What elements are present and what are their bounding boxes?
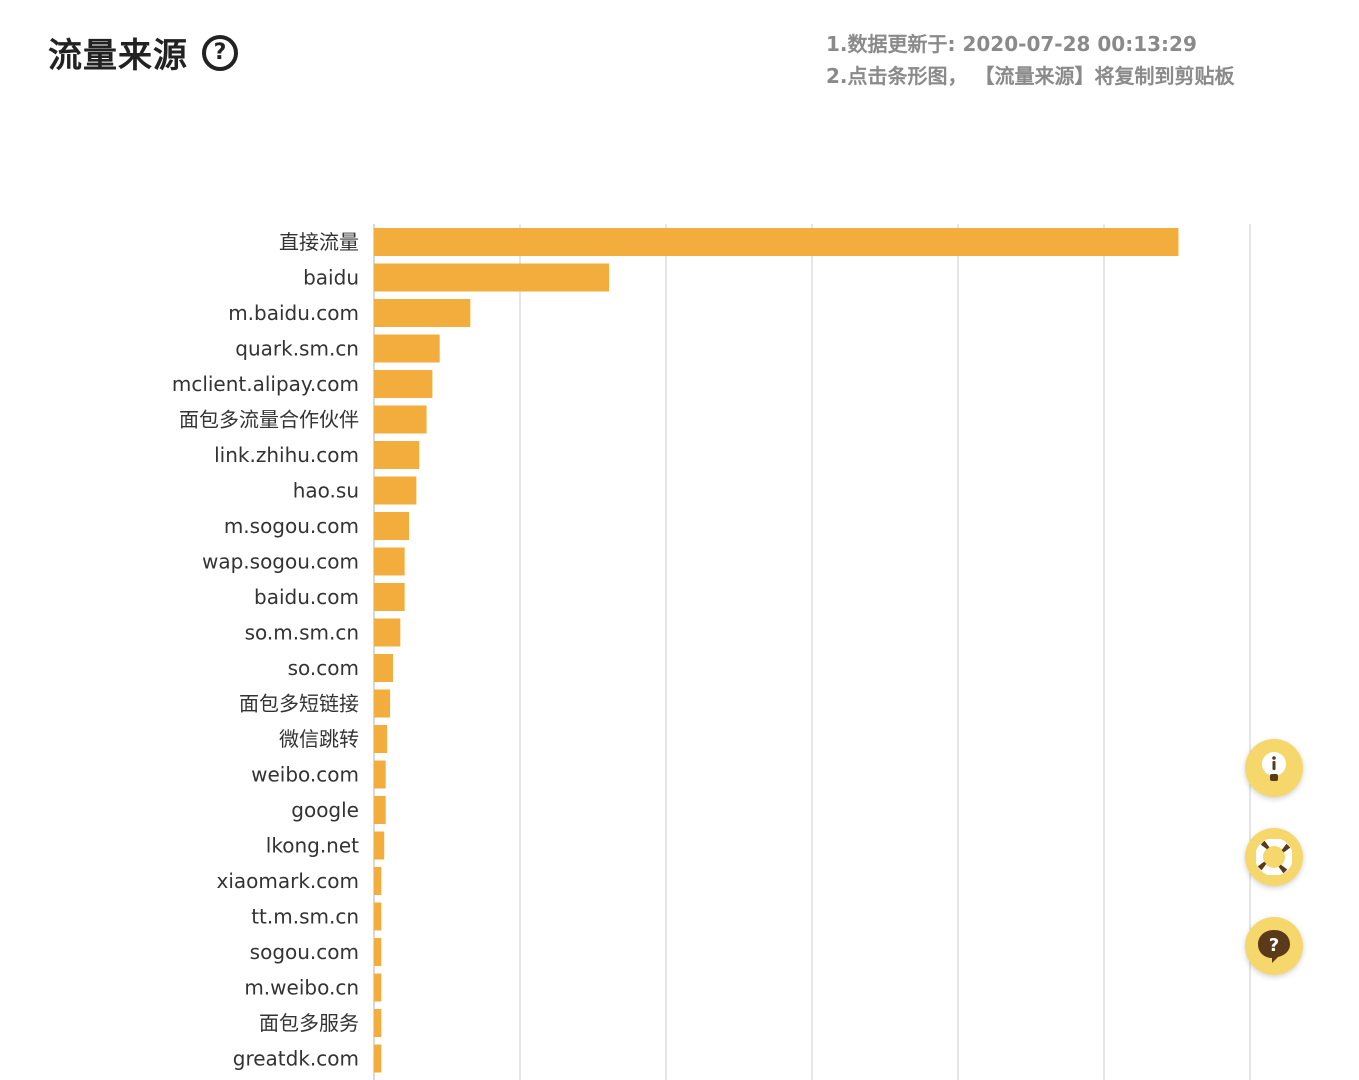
bar[interactable] bbox=[374, 796, 386, 824]
svg-text:?: ? bbox=[1269, 935, 1279, 956]
category-label: 面包多短链接 bbox=[239, 692, 359, 716]
category-label: greatdk.com bbox=[233, 1047, 359, 1071]
bar[interactable] bbox=[374, 902, 382, 931]
category-label: mclient.alipay.com bbox=[172, 372, 359, 396]
bar[interactable] bbox=[374, 973, 382, 1002]
bar[interactable] bbox=[374, 831, 385, 860]
bar[interactable] bbox=[374, 867, 382, 895]
category-label: quark.sm.cn bbox=[235, 337, 359, 361]
label-layer: 直接流量 baidu m.baidu.com quark.sm.cn mclient.a… bbox=[172, 230, 359, 1071]
lifebuoy-icon bbox=[1256, 839, 1292, 875]
bar[interactable] bbox=[374, 725, 388, 753]
lightbulb-icon bbox=[1262, 752, 1286, 781]
category-label: link.zhihu.com bbox=[214, 443, 359, 467]
bar[interactable] bbox=[374, 654, 393, 682]
bar[interactable] bbox=[374, 547, 405, 576]
category-label: xiaomark.com bbox=[217, 869, 360, 893]
help-chat-button[interactable]: ? bbox=[1245, 917, 1303, 975]
category-label: m.weibo.cn bbox=[244, 976, 359, 1000]
bar[interactable] bbox=[374, 263, 610, 292]
category-label: m.baidu.com bbox=[228, 301, 359, 325]
bar[interactable] bbox=[374, 1044, 382, 1073]
bar[interactable] bbox=[374, 1009, 382, 1037]
help-chat-icon: ? bbox=[1258, 930, 1290, 963]
bar[interactable] bbox=[374, 370, 433, 398]
update-notes: 1.数据更新于: 2020-07-28 00:13:29 2.点击条形图， 【流… bbox=[826, 28, 1234, 92]
bar[interactable] bbox=[374, 689, 391, 718]
bar[interactable] bbox=[374, 405, 427, 434]
tips-button[interactable] bbox=[1245, 739, 1303, 797]
bar[interactable] bbox=[374, 618, 401, 647]
bar[interactable] bbox=[374, 441, 420, 469]
category-label: sogou.com bbox=[250, 940, 359, 964]
bar[interactable] bbox=[374, 334, 440, 363]
category-label: m.sogou.com bbox=[224, 514, 359, 538]
category-label: 面包多服务 bbox=[259, 1011, 359, 1035]
page-title: 流量来源 ? bbox=[48, 28, 238, 77]
bar[interactable] bbox=[374, 938, 382, 966]
category-label: google bbox=[291, 798, 359, 822]
category-label: 微信跳转 bbox=[279, 727, 359, 751]
help-icon[interactable]: ? bbox=[202, 34, 238, 71]
support-button[interactable] bbox=[1245, 828, 1303, 886]
update-time-note: 1.数据更新于: 2020-07-28 00:13:29 bbox=[826, 32, 1197, 56]
bar[interactable] bbox=[374, 760, 386, 789]
category-label: so.m.sm.cn bbox=[245, 621, 359, 645]
bar[interactable] bbox=[374, 476, 417, 505]
category-label: weibo.com bbox=[251, 763, 359, 787]
bar[interactable] bbox=[374, 228, 1179, 256]
category-label: baidu.com bbox=[254, 585, 359, 609]
copy-hint-note: 2.点击条形图， 【流量来源】将复制到剪贴板 bbox=[826, 64, 1235, 88]
category-label: 面包多流量合作伙伴 bbox=[179, 408, 359, 432]
category-label: lkong.net bbox=[266, 834, 359, 858]
title-text: 流量来源 bbox=[48, 36, 188, 76]
bar[interactable] bbox=[374, 299, 471, 327]
bar[interactable] bbox=[374, 512, 410, 540]
bar[interactable] bbox=[374, 583, 405, 611]
category-label: tt.m.sm.cn bbox=[251, 905, 359, 929]
category-label: baidu bbox=[303, 266, 359, 290]
grid-layer bbox=[373, 224, 1251, 1080]
category-label: wap.sogou.com bbox=[202, 550, 359, 574]
category-label: so.com bbox=[288, 656, 359, 680]
category-label: 直接流量 bbox=[279, 230, 359, 254]
category-label: hao.su bbox=[293, 479, 359, 503]
bar-layer bbox=[374, 228, 1179, 1073]
